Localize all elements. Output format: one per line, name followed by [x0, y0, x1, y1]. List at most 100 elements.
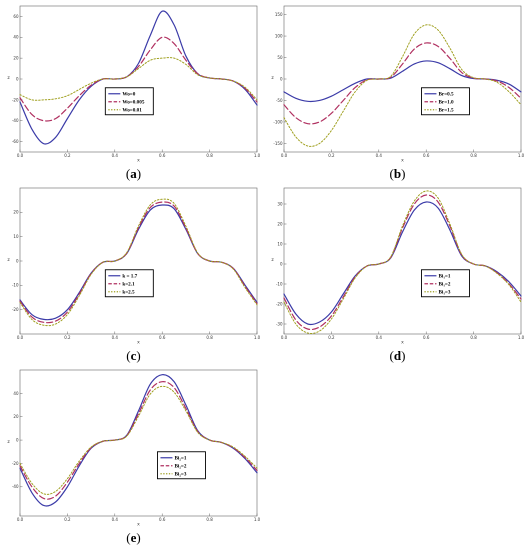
legend-box — [104, 269, 154, 298]
legend-entry: k=2.1 — [122, 282, 135, 288]
x-tick-label: 0.4 — [112, 335, 119, 340]
series-line-2 — [19, 36, 258, 122]
y-tick-label: -30 — [276, 321, 283, 326]
legend-entry: Br=0.5 — [438, 92, 454, 98]
plot-frame — [283, 187, 522, 335]
series-line-1 — [283, 201, 522, 326]
plot-frame — [19, 187, 258, 335]
x-tick-label: 0.0 — [281, 153, 288, 158]
series-line-1 — [283, 60, 522, 103]
y-axis-label: z — [7, 440, 10, 445]
x-tick-label: 1.0 — [254, 335, 261, 340]
y-tick-label: 40 — [13, 391, 19, 396]
legend-entry: k=2.5 — [122, 290, 135, 296]
legend-box — [421, 269, 470, 298]
legend-box — [104, 87, 154, 116]
legend-entry: Bi₁=3 — [438, 290, 450, 296]
y-tick-label: 0 — [280, 76, 283, 81]
y-tick-label: -100 — [273, 119, 283, 124]
series-line-2 — [19, 381, 258, 500]
x-axis-label: x — [401, 159, 404, 164]
series-line-2 — [283, 194, 522, 331]
legend: Br=0.5 Br=1.0 Br=1.5 — [421, 87, 470, 116]
y-tick-label: -40 — [12, 484, 19, 489]
x-tick-label: 1.0 — [254, 153, 261, 158]
caption-d: (d) — [389, 348, 406, 363]
series-line-3 — [19, 385, 258, 495]
y-axis-label: z — [7, 258, 10, 263]
series-line-3 — [19, 198, 258, 327]
legend-entry: Bi₁=1 — [438, 274, 450, 280]
legend-box — [157, 451, 206, 480]
series-line-1 — [19, 374, 258, 507]
legend: Bi₁=1 Bi₁=2 Bi₁=3 — [421, 269, 470, 298]
caption-e: (e) — [126, 530, 141, 545]
y-tick-label: 0 — [16, 258, 19, 263]
chart-panel-e: 0.0 0.2 0.4 0.6 0.8 1.0 -40 -20 0 20 40 x z Bi₂=1 Bi₂=… — [6, 366, 261, 547]
y-tick-label: 0 — [280, 261, 283, 266]
y-tick-label: 100 — [275, 33, 283, 38]
x-axis-label: x — [137, 341, 140, 346]
y-tick-label: -20 — [276, 301, 283, 306]
y-tick-label: -20 — [12, 307, 19, 312]
x-tick-label: 0.2 — [64, 517, 71, 522]
chart-panel-a: 0.0 0.2 0.4 0.6 0.8 1.0 -60 -40 -20 0 20 40 60 x z Wo=0… — [6, 2, 261, 183]
plot-b: 0.0 0.2 0.4 0.6 0.8 1.0 -150 -100 -50 0 50 100 150 x z… — [271, 5, 525, 164]
y-tick-label: 40 — [13, 35, 19, 40]
legend-entry: Br=1.5 — [438, 108, 454, 114]
x-tick-label: 0.6 — [159, 153, 166, 158]
plot-e: 0.0 0.2 0.4 0.6 0.8 1.0-40-2002040xzBi₂=1Bi₂=… — [7, 369, 261, 528]
chart-panel-c: 0.0 0.2 0.4 0.6 0.8 1.0 -20 -10 0 10 20 x z k = 1.7 k=… — [6, 184, 261, 365]
series-line-1 — [19, 10, 258, 145]
y-tick-label: 20 — [13, 414, 19, 419]
y-tick-label: -10 — [12, 283, 19, 288]
y-tick-label: -150 — [273, 141, 283, 146]
legend-entry: k = 1.7 — [122, 274, 137, 280]
y-tick-label: 150 — [275, 12, 283, 17]
x-tick-label: 1.0 — [518, 335, 525, 340]
y-tick-label: 50 — [277, 55, 283, 60]
x-tick-label: 0.8 — [470, 153, 477, 158]
caption-a: (a) — [125, 166, 142, 181]
y-tick-label: -20 — [12, 461, 19, 466]
y-tick-label: 0 — [16, 437, 19, 442]
y-tick-label: 20 — [277, 221, 283, 226]
plot-d: 0.0 0.2 0.4 0.6 0.8 1.0 -30 -20 -10 0 10 20 30 x z Bi₁=… — [271, 187, 525, 346]
legend: k = 1.7 k=2.1 k=2.5 — [104, 269, 154, 298]
x-tick-label: 0.4 — [112, 153, 119, 158]
x-tick-label: 0.0 — [17, 517, 24, 522]
y-tick-label: -10 — [276, 281, 283, 286]
chart-panel-d: 0.0 0.2 0.4 0.6 0.8 1.0 -30 -20 -10 0 10 20 30 x z Bi₁=… — [270, 184, 525, 365]
caption-b: (b) — [389, 166, 406, 181]
legend: Wo=0 Wo=0.005 Wo=0.01 — [104, 87, 154, 116]
y-tick-label: 30 — [277, 201, 283, 206]
x-tick-label: 0.0 — [17, 153, 24, 158]
legend-entry: Wo=0 — [122, 92, 135, 98]
series-line-2 — [283, 42, 522, 125]
x-tick-label: 0.8 — [206, 335, 213, 340]
y-axis-label: z — [271, 76, 274, 81]
x-axis-label: x — [137, 159, 140, 164]
y-axis-label: z — [271, 258, 274, 263]
x-tick-label: 0.2 — [328, 153, 335, 158]
x-tick-label: 0.2 — [64, 153, 71, 158]
x-axis-label: x — [401, 341, 404, 346]
y-axis-label: z — [7, 76, 10, 81]
x-tick-label: 0.4 — [376, 153, 383, 158]
y-tick-label: 20 — [13, 56, 19, 61]
legend: Bi₂=1 Bi₂=2 Bi₂=3 — [157, 451, 206, 480]
x-tick-label: 0.8 — [206, 517, 213, 522]
x-tick-label: 1.0 — [254, 517, 261, 522]
y-tick-label: -40 — [12, 118, 19, 123]
x-tick-label: 0.4 — [376, 335, 383, 340]
x-tick-label: 0.8 — [470, 335, 477, 340]
y-tick-label: -50 — [276, 98, 283, 103]
x-tick-label: 0.6 — [159, 517, 166, 522]
y-tick-label: 10 — [13, 234, 19, 239]
series-line-3 — [283, 24, 522, 147]
legend-entry: Bi₂=3 — [174, 472, 186, 478]
caption-c: (c) — [126, 348, 141, 363]
x-tick-label: 0.2 — [328, 335, 335, 340]
y-tick-label: 10 — [277, 241, 283, 246]
plot-frame — [19, 369, 258, 517]
